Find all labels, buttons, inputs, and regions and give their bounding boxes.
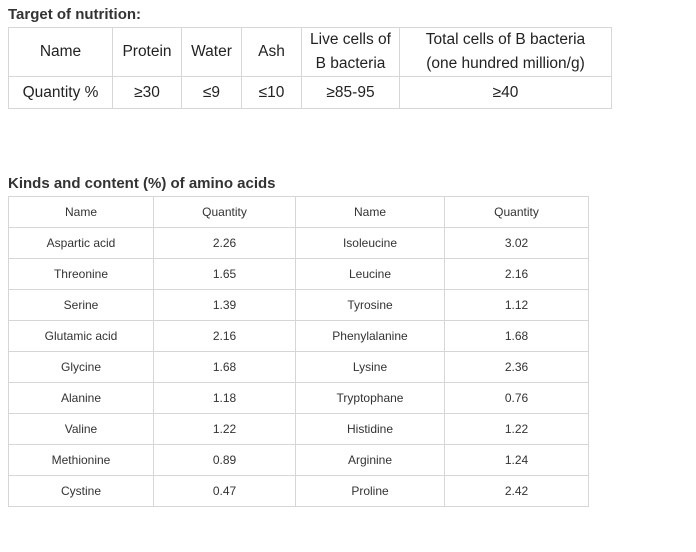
table-row: Glycine 1.68 Lysine 2.36 <box>8 351 589 383</box>
header-total-cells: Total cells of B bacteria (one hundred m… <box>399 27 612 77</box>
amino-name: Phenylalanine <box>295 320 445 352</box>
header-name: Name <box>8 27 113 77</box>
amino-quantity: 1.68 <box>153 351 296 383</box>
amino-quantity: 1.68 <box>444 320 589 352</box>
total-cells-value: ≥40 <box>399 76 612 109</box>
amino-header-row: Name Quantity Name Quantity <box>8 196 589 228</box>
amino-name: Alanine <box>8 382 154 414</box>
header-total-cells-line2: (one hundred million/g) <box>426 55 585 72</box>
amino-name: Aspartic acid <box>8 227 154 259</box>
amino-name: Tryptophane <box>295 382 445 414</box>
amino-name: Histidine <box>295 413 445 445</box>
table-row: Aspartic acid 2.26 Isoleucine 3.02 <box>8 227 589 259</box>
amino-quantity: 0.47 <box>153 475 296 507</box>
amino-name: Proline <box>295 475 445 507</box>
amino-header-quantity-2: Quantity <box>444 196 589 228</box>
amino-quantity: 1.12 <box>444 289 589 321</box>
amino-name: Tyrosine <box>295 289 445 321</box>
amino-name: Cystine <box>8 475 154 507</box>
amino-name: Leucine <box>295 258 445 290</box>
table-row: Methionine 0.89 Arginine 1.24 <box>8 444 589 476</box>
header-ash: Ash <box>241 27 302 77</box>
amino-heading: Kinds and content (%) of amino acids <box>8 175 276 192</box>
header-water: Water <box>181 27 242 77</box>
amino-name: Lysine <box>295 351 445 383</box>
amino-quantity: 1.65 <box>153 258 296 290</box>
amino-quantity: 1.22 <box>153 413 296 445</box>
amino-quantity: 0.89 <box>153 444 296 476</box>
amino-quantity: 1.22 <box>444 413 589 445</box>
amino-quantity: 0.76 <box>444 382 589 414</box>
water-value: ≤9 <box>181 76 242 109</box>
protein-value: ≥30 <box>112 76 182 109</box>
header-live-cells: Live cells of B bacteria <box>301 27 400 77</box>
live-cells-value: ≥85-95 <box>301 76 400 109</box>
header-protein: Protein <box>112 27 182 77</box>
amino-quantity: 2.36 <box>444 351 589 383</box>
amino-quantity: 2.16 <box>153 320 296 352</box>
nutrition-heading: Target of nutrition: <box>8 6 142 23</box>
amino-header-quantity-1: Quantity <box>153 196 296 228</box>
amino-name: Serine <box>8 289 154 321</box>
amino-name: Glutamic acid <box>8 320 154 352</box>
ash-value: ≤10 <box>241 76 302 109</box>
table-row: Glutamic acid 2.16 Phenylalanine 1.68 <box>8 320 589 352</box>
row-label: Quantity % <box>8 76 113 109</box>
amino-quantity: 2.26 <box>153 227 296 259</box>
nutrition-table: Name Protein Water Ash Live cells of B b… <box>8 27 612 109</box>
table-row: Valine 1.22 Histidine 1.22 <box>8 413 589 445</box>
amino-quantity: 2.16 <box>444 258 589 290</box>
header-live-cells-line2: B bacteria <box>315 55 386 72</box>
amino-quantity: 1.18 <box>153 382 296 414</box>
amino-table: Name Quantity Name Quantity Aspartic aci… <box>8 196 589 507</box>
table-row: Threonine 1.65 Leucine 2.16 <box>8 258 589 290</box>
table-row: Serine 1.39 Tyrosine 1.12 <box>8 289 589 321</box>
amino-quantity: 3.02 <box>444 227 589 259</box>
header-live-cells-line1: Live cells of <box>310 31 391 48</box>
amino-name: Isoleucine <box>295 227 445 259</box>
amino-name: Valine <box>8 413 154 445</box>
amino-name: Methionine <box>8 444 154 476</box>
nutrition-value-row: Quantity % ≥30 ≤9 ≤10 ≥85-95 ≥40 <box>8 76 612 109</box>
header-total-cells-line1: Total cells of B bacteria <box>425 31 586 48</box>
amino-name: Arginine <box>295 444 445 476</box>
nutrition-header-row: Name Protein Water Ash Live cells of B b… <box>8 27 612 77</box>
amino-name: Threonine <box>8 258 154 290</box>
amino-quantity: 1.39 <box>153 289 296 321</box>
amino-quantity: 1.24 <box>444 444 589 476</box>
table-row: Cystine 0.47 Proline 2.42 <box>8 475 589 507</box>
amino-name: Glycine <box>8 351 154 383</box>
amino-quantity: 2.42 <box>444 475 589 507</box>
amino-header-name-2: Name <box>295 196 445 228</box>
amino-header-name-1: Name <box>8 196 154 228</box>
amino-body: Aspartic acid 2.26 Isoleucine 3.02 Threonine… <box>8 227 589 507</box>
table-row: Alanine 1.18 Tryptophane 0.76 <box>8 382 589 414</box>
